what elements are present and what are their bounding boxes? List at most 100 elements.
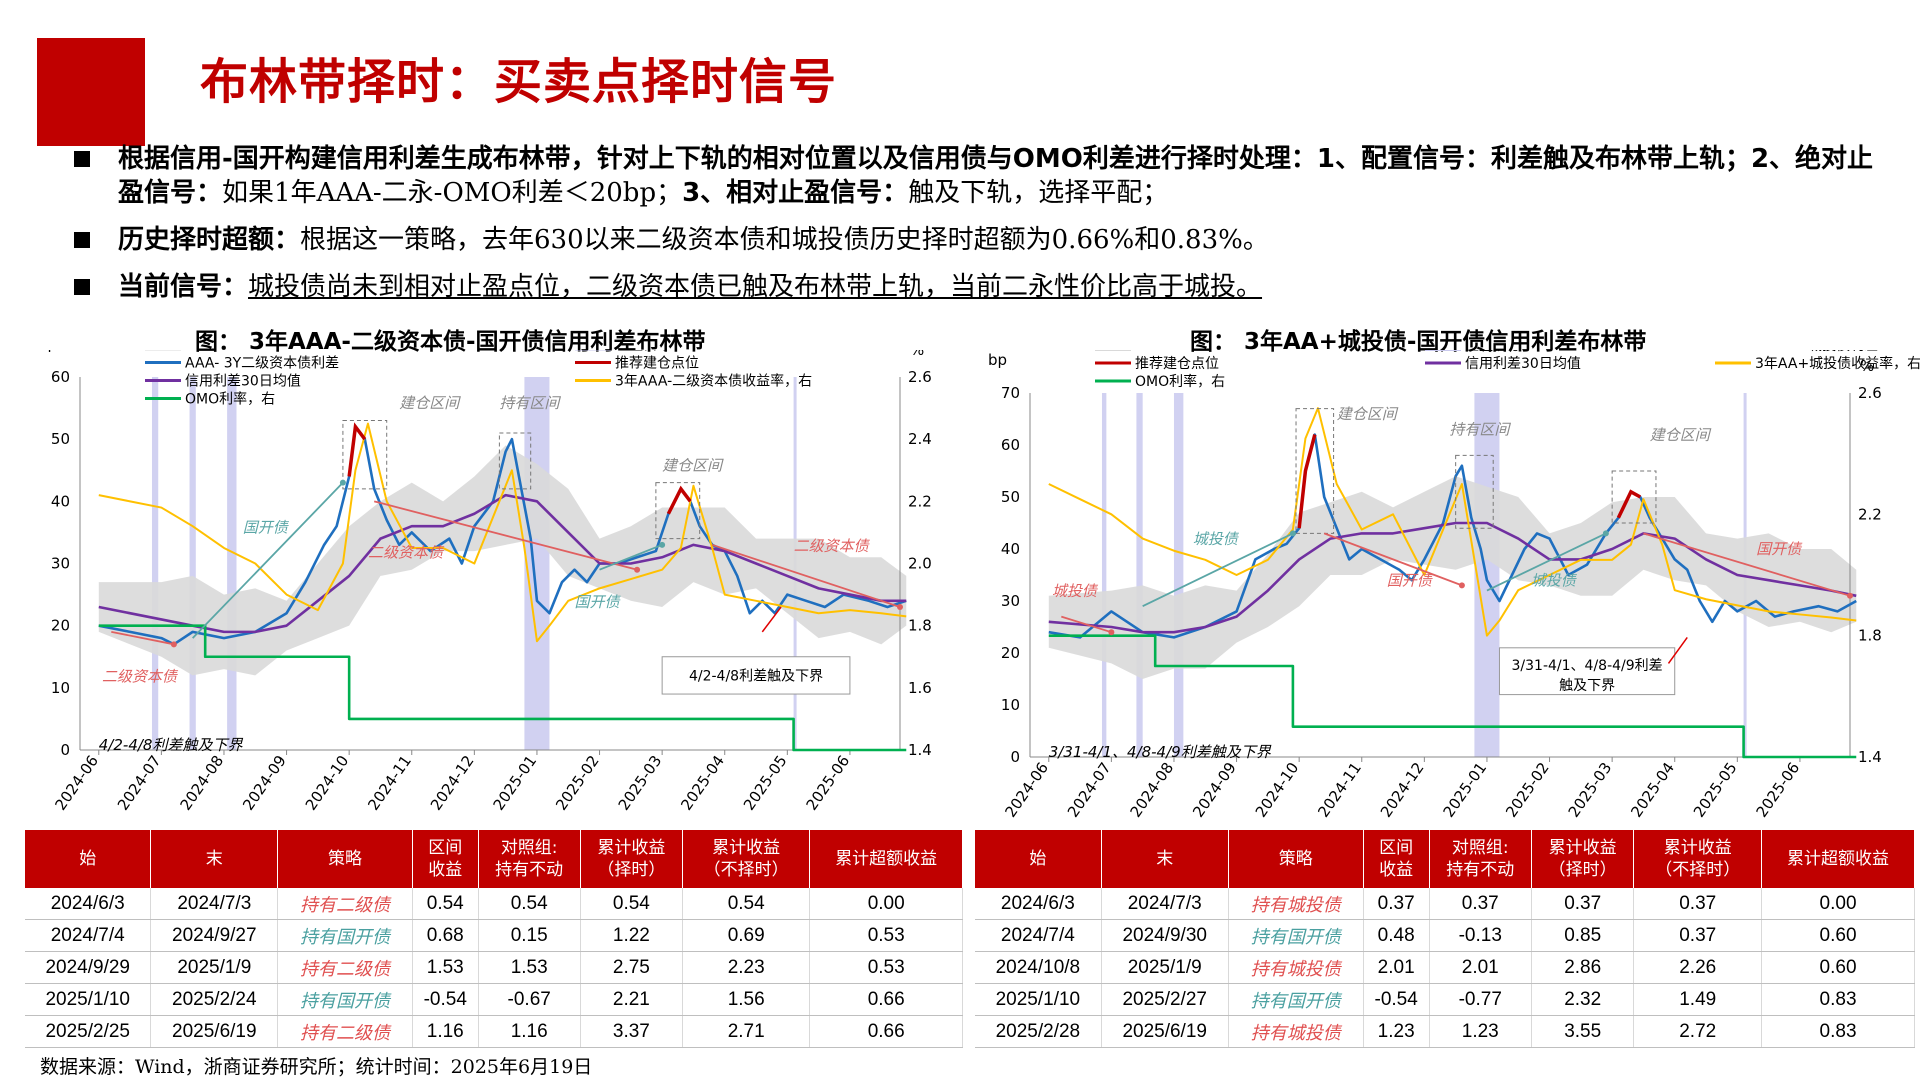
table-cell: 2025/6/19: [1101, 1015, 1229, 1048]
y2-tick-label: 2.4: [908, 430, 932, 448]
table-cell: 0.37: [1429, 888, 1532, 920]
legend-swatch: [1095, 350, 1131, 351]
table-header-cell: 区间 收益: [1363, 830, 1430, 888]
table-cell: 1.53: [478, 951, 581, 984]
build-point-segment: [666, 485, 692, 515]
table-cell: 1.56: [682, 983, 811, 1016]
x-tick-label: 2025-04: [677, 752, 728, 814]
table-cell: 0.66: [809, 1015, 963, 1048]
bullet-3-body: 城投债尚未到相对止盈点位，二级资本债已触及布林带上轨，当前二永性价比高于城投。: [248, 272, 1263, 302]
callout-label: 3/31-4/1、4/8-4/9利差: [1512, 658, 1663, 674]
x-tick-label: 2024-10: [302, 752, 353, 814]
table-cell: 2.86: [1531, 951, 1635, 984]
table-header-cell: 始: [25, 830, 152, 888]
y-tick-label: 10: [1001, 696, 1020, 714]
y-tick-label: 10: [51, 679, 70, 697]
bullet-1-head: 根据信用-国开构建信用利差生成布林带，针对上下轨的相对位置以及信用债与OMO利差…: [118, 144, 1874, 208]
y2-tick-label: 2.2: [1858, 505, 1882, 523]
annotation-label: 城投债: [1052, 582, 1099, 600]
trend-arrow-head: [1289, 530, 1296, 537]
x-tick-label: 2024-06: [1001, 759, 1052, 820]
table-cell: 0.54: [478, 888, 581, 920]
table-cell: 0.83: [1761, 1015, 1915, 1048]
trend-arrow-head: [659, 541, 666, 548]
right-unit-label: %: [1860, 357, 1874, 375]
table-cell: 2.72: [1633, 1015, 1763, 1048]
table-cell: 2024/10/8: [975, 951, 1102, 984]
bullet-2-body: 根据这一策略，去年630以来二级资本债和城投债历史择时超额为0.66%和0.83…: [300, 225, 1269, 255]
legend-label: OMO利率，右: [1135, 373, 1225, 390]
annotation-label: 建仓区间: [1337, 405, 1399, 423]
bullet-square-icon: [74, 232, 90, 248]
table-cell: -0.67: [478, 983, 581, 1016]
yield-line: [98, 422, 907, 643]
legend-label: 推荐建仓点位: [1135, 356, 1219, 372]
trend-arrow: [192, 482, 344, 639]
x-tick-label: 2024-09: [1189, 759, 1240, 820]
x-tick-label: 2024-07: [1064, 759, 1115, 820]
bollinger-band: [98, 445, 907, 676]
table-cell: 1.49: [1633, 983, 1763, 1016]
table-cell: 1.22: [580, 919, 683, 952]
annotation-label: 城投债: [1193, 530, 1240, 548]
bullet-square-icon: [74, 279, 90, 295]
right-result-table: 始末策略 区间 收益 对照组: 持有不动 累计收益 （择时） 累计收益 （不择时） 累计超额收益 2…: [975, 830, 1915, 1048]
table-cell: 2025/2/27: [1101, 983, 1229, 1016]
table-header-cell: 始: [975, 830, 1102, 888]
annotation-label: 二级资本债: [102, 668, 179, 686]
right-chart-title: 图： 3年AA+城投债-国开债信用利差布林带: [1190, 329, 1647, 355]
table-header-cell: 累计收益 （不择时）: [1633, 830, 1763, 888]
left-result-table: 始末策略 区间 收益 对照组: 持有不动 累计收益 （择时） 累计收益 （不择时） 累计超额收益 2…: [25, 830, 963, 1048]
trend-arrow-head: [1458, 582, 1465, 589]
table-cell: 0.37: [1363, 888, 1430, 920]
bullet-1-body2: 触及下轨，选择平配；: [908, 178, 1169, 208]
strategy-cell: 持有国开债: [1228, 983, 1364, 1016]
trend-arrow-head: [339, 479, 346, 486]
build-point-segment: [1616, 489, 1642, 519]
table-cell: 0.00: [1761, 888, 1915, 920]
x-tick-label: 2025-06: [1752, 759, 1803, 820]
x-tick-label: 2024-09: [239, 752, 290, 814]
table-cell: 1.16: [478, 1015, 581, 1048]
interval-box: [1611, 470, 1657, 524]
annotation-label: 国开债: [1756, 540, 1803, 558]
y2-tick-label: 2.6: [908, 368, 932, 386]
y2-tick-label: 2.6: [1858, 384, 1882, 402]
legend-label: 信用利差30日均值: [1465, 356, 1581, 372]
table-cell: 0.60: [1761, 951, 1915, 984]
y2-tick-label: 2.0: [908, 555, 932, 573]
y-tick-label: 60: [51, 368, 70, 386]
table-row: 2025/1/10 2025/2/24 持有国开债 -0.54 -0.67 2.21 1.5…: [25, 983, 963, 1016]
table-header-cell: 策略: [1228, 830, 1364, 888]
table-cell: 2.26: [1633, 951, 1763, 984]
bullet-2-head: 历史择时超额：: [118, 225, 301, 255]
x-tick-label: 2024-10: [1252, 759, 1303, 820]
table-cell: 0.54: [682, 888, 811, 920]
annotation-label: 国开债: [575, 593, 622, 611]
legend-label: AA+ 3Y城投债利差: [1755, 350, 1878, 354]
interval-box: [1295, 408, 1335, 534]
x-tick-label: 2025-06: [802, 752, 853, 814]
ma30-line: [98, 493, 907, 634]
strategy-cell: 持有国开债: [1228, 919, 1364, 952]
y2-tick-label: 1.8: [908, 617, 932, 635]
spread-line: [98, 425, 907, 646]
build-point-segment: [347, 422, 367, 477]
legend-swatch: [575, 350, 611, 351]
legend-label: 3年AAA-二级资本债收益率，右: [615, 373, 812, 390]
table-cell: 0.15: [478, 919, 581, 952]
annotation-label: 建仓区间: [662, 456, 724, 474]
table-cell: 0.54: [412, 888, 479, 920]
stop-signal-band: [1101, 393, 1107, 757]
left-chart-title: 图： 3年AAA-二级资本债-国开债信用利差布林带: [195, 329, 706, 355]
y-tick-label: 50: [1001, 488, 1020, 506]
table-cell: -0.54: [1363, 983, 1430, 1016]
x-tick-label: 2025-03: [1565, 759, 1616, 820]
table-cell: 2024/6/3: [975, 888, 1102, 920]
y-tick-label: 40: [51, 492, 70, 510]
bullet-2: 历史择时超额：根据这一策略，去年630以来二级资本债和城投债历史择时超额为0.6…: [70, 223, 1890, 257]
table-cell: 2.75: [580, 951, 683, 984]
table-cell: 0.60: [1761, 919, 1915, 952]
table-header-cell: 末: [1101, 830, 1229, 888]
table-row: 2025/1/10 2025/2/27 持有国开债 -0.54 -0.77 2.32 1.4…: [975, 983, 1915, 1016]
